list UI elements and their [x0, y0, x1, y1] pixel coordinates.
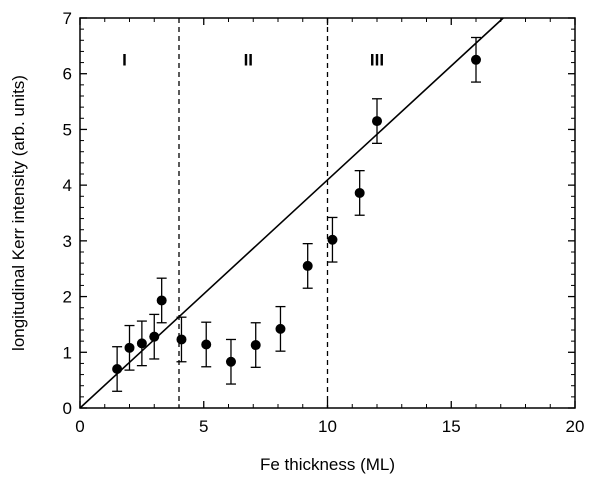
y-tick-label: 0: [63, 399, 72, 418]
data-point: [149, 331, 160, 342]
y-tick-label: 7: [63, 9, 72, 28]
linear-fit-line: [79, 17, 504, 409]
data-point: [302, 260, 313, 271]
data-point: [327, 234, 338, 245]
data-point: [136, 338, 147, 349]
y-tick-label: 6: [63, 65, 72, 84]
fit-line-group: [79, 17, 504, 409]
x-tick-label: 5: [199, 417, 208, 436]
data-point: [201, 339, 212, 350]
data-point: [471, 54, 481, 65]
x-tick-label: 10: [318, 417, 337, 436]
y-tick-label: 5: [63, 120, 72, 139]
x-tick-label: 15: [442, 417, 461, 436]
data-point: [372, 116, 382, 127]
data-point: [176, 334, 187, 345]
x-tick-label: 20: [566, 417, 585, 436]
region-labels: I II III: [122, 50, 384, 69]
x-axis-ticks: 0 5 10 15 20: [75, 18, 584, 436]
data-point: [275, 323, 286, 334]
region-dividers: [178, 18, 329, 408]
y-axis-ticks: 0 1 2 3 4 5 6 7: [63, 9, 575, 418]
y-axis-label: longitudinal Kerr intensity (arb. units): [9, 75, 28, 351]
data-point: [124, 342, 135, 353]
y-tick-label: 4: [63, 176, 72, 195]
region-label: III: [370, 50, 384, 69]
data-point: [354, 187, 365, 198]
x-tick-label: 0: [75, 417, 84, 436]
region-label: I: [122, 50, 127, 69]
region-label: II: [244, 50, 253, 69]
data-point: [112, 364, 123, 374]
y-tick-label: 3: [63, 232, 72, 251]
data-points: [112, 54, 481, 374]
y-tick-label: 2: [63, 288, 72, 307]
error-bars: [112, 36, 481, 392]
data-point: [225, 356, 236, 367]
x-axis-label: Fe thickness (ML): [260, 455, 395, 474]
data-point: [250, 340, 261, 351]
y-tick-label: 1: [63, 343, 72, 362]
data-point: [156, 295, 167, 306]
